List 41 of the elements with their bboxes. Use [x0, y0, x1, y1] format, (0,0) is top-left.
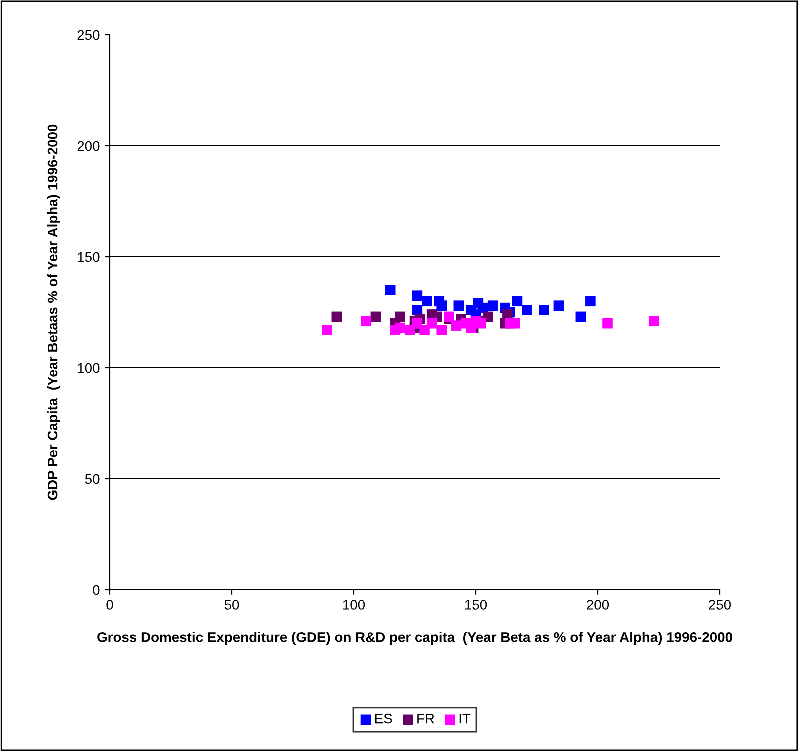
y-tick-label: 100	[78, 363, 100, 374]
legend-label: IT	[460, 714, 471, 724]
point	[451, 320, 462, 331]
point	[539, 305, 550, 316]
point	[444, 312, 454, 322]
point	[454, 300, 464, 311]
point	[436, 300, 447, 311]
point	[322, 325, 332, 336]
y-tick-label: 50	[85, 474, 100, 484]
point	[554, 300, 564, 311]
x-tick-label: 250	[709, 600, 732, 610]
point	[576, 312, 586, 322]
point	[422, 296, 432, 307]
point	[395, 322, 406, 334]
point	[512, 296, 523, 307]
x-tick-label: 200	[587, 600, 610, 610]
y-tick-label: 250	[78, 30, 100, 40]
legend-label: FR	[418, 714, 434, 724]
y-tick-label: 200	[78, 141, 100, 152]
point	[426, 318, 438, 329]
point	[370, 312, 382, 322]
y-tick-label: 0	[93, 585, 100, 596]
x-tick-label: 100	[343, 600, 366, 610]
point	[412, 290, 423, 301]
point	[586, 296, 596, 307]
point	[488, 300, 498, 311]
point	[385, 285, 396, 296]
point	[522, 305, 532, 316]
x-tick-label: 50	[224, 600, 240, 610]
legend-label: ES	[375, 714, 392, 724]
point	[510, 318, 520, 329]
x-tick-label: 0	[106, 600, 114, 610]
point	[361, 316, 372, 327]
point	[436, 325, 447, 336]
x-tick-label: 150	[465, 600, 488, 610]
y-tick-label: 150	[78, 252, 100, 262]
point	[332, 312, 342, 322]
x-axis-title: Gross Domestic Expenditure (GDE) on R&D per capita (Year Beta as % of Year Alpha) 1996-2000	[98, 632, 732, 646]
y-axis-title: GDP Per Capita (Year Betaas % of Year Alpha) 1996-2000	[47, 124, 60, 500]
point	[648, 316, 660, 327]
point	[602, 318, 613, 329]
